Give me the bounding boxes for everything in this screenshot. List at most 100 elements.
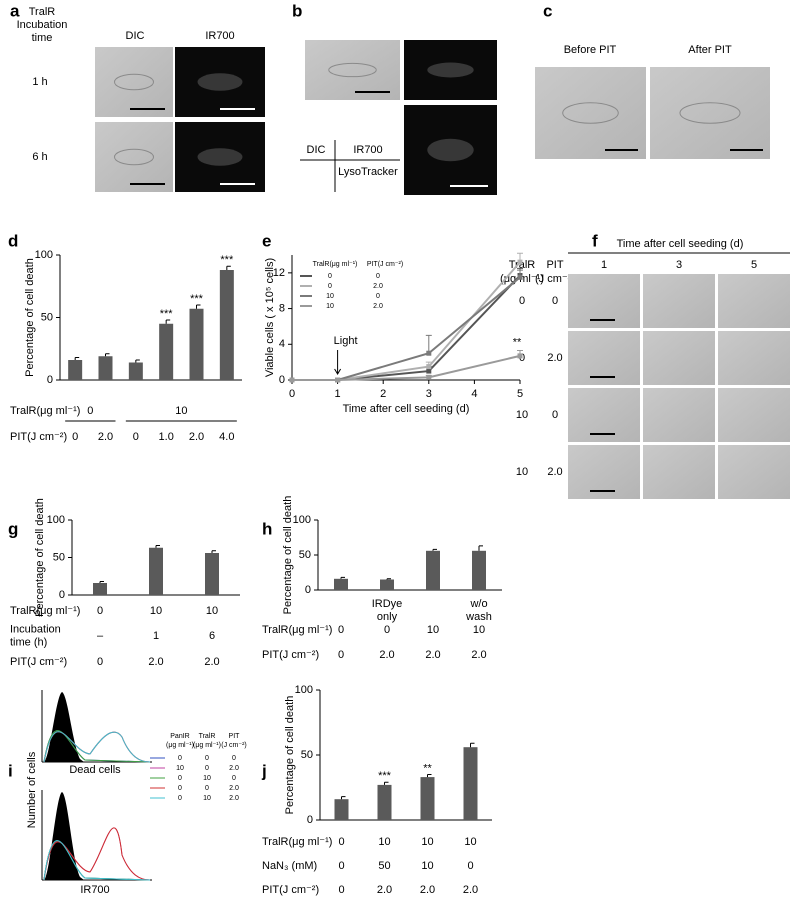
bar-note: only: [377, 611, 398, 623]
bar: [472, 550, 486, 590]
bar: [426, 550, 440, 590]
histogram-line: [43, 827, 151, 881]
condition-label: TralR(μg ml⁻¹): [262, 836, 332, 848]
axis-title: Number of cells: [26, 751, 38, 828]
x-tick-label: 2: [380, 388, 386, 400]
panel-label: c: [543, 1, 552, 20]
y-tick-label: 50: [299, 549, 311, 561]
condition-value: 0: [97, 605, 103, 617]
panel-label: g: [8, 519, 18, 538]
y-axis-title: Percentage of cell death: [24, 258, 36, 377]
microscopy-image: [718, 274, 790, 328]
panel-label: j: [261, 761, 267, 780]
column-header: DIC: [126, 30, 145, 42]
significance: ***: [220, 254, 234, 266]
condition-value: 2.0: [148, 656, 163, 668]
legend-value: 0: [376, 293, 380, 300]
key-text: IR700: [353, 144, 382, 156]
panel-label: a: [10, 1, 20, 20]
y-tick-label: 50: [53, 551, 65, 563]
bar: [149, 547, 163, 595]
panel-label: f: [592, 231, 598, 250]
condition-value: 2.0: [471, 649, 486, 661]
cell-signal: [427, 138, 474, 162]
bar: [219, 270, 234, 380]
condition-value: 6: [209, 630, 215, 642]
significance: ***: [378, 770, 392, 782]
condition-value: 10: [421, 860, 433, 872]
error-bar: [211, 550, 216, 553]
condition-label: PIT(J cm⁻²): [10, 656, 67, 668]
condition-value: 2.0: [189, 431, 204, 443]
row-header: (J cm⁻²): [535, 273, 575, 285]
x-tick-label: 5: [517, 388, 523, 400]
column-title: Time after cell seeding (d): [617, 238, 744, 250]
error-bar: [341, 796, 346, 800]
condition-value: 10: [150, 605, 162, 617]
cell: [114, 148, 154, 166]
legend-header: PIT(J cm⁻²): [367, 261, 403, 268]
y-tick-label: 50: [301, 749, 313, 761]
y-axis-title: Viable cells ( x 10⁵ cells): [264, 258, 276, 377]
legend-value: 10: [203, 795, 211, 802]
cell: [114, 73, 154, 91]
panel-label: d: [8, 231, 18, 250]
cell-signal: [427, 62, 474, 78]
bar: [68, 360, 83, 380]
y-tick-label: 4: [279, 338, 285, 350]
legend-value: 0: [205, 765, 209, 772]
axis-title: IR700: [80, 884, 109, 896]
legend-value: 0: [328, 273, 332, 280]
condition-label: PIT(J cm⁻²): [262, 884, 319, 896]
x-tick-label: 3: [426, 388, 432, 400]
error-bar: [99, 581, 104, 583]
condition-value: 0: [87, 405, 93, 417]
condition-value: 0: [97, 656, 103, 668]
error-bar: [165, 319, 171, 324]
condition-value: 10: [464, 836, 476, 848]
arrow: [334, 350, 342, 375]
y-tick-label: 100: [35, 249, 53, 261]
error-bar: [425, 361, 432, 367]
condition-value: 10: [206, 605, 218, 617]
y-tick-label: 0: [59, 589, 65, 601]
microscopy-image: [95, 122, 173, 192]
error-bar: [425, 334, 432, 354]
y-tick-label: 8: [279, 302, 285, 314]
condition-value: 0: [72, 431, 78, 443]
legend-value: 10: [176, 765, 184, 772]
legend-value: 10: [326, 303, 334, 310]
significance: **: [423, 762, 432, 774]
column-header: 5: [751, 259, 757, 271]
histogram-peak: [44, 792, 84, 880]
condition-value: 10: [421, 836, 433, 848]
legend-value: 10: [203, 775, 211, 782]
condition-value: 0: [338, 649, 344, 661]
y-tick-label: 0: [305, 584, 311, 596]
error-bar: [226, 265, 231, 270]
bar: [93, 583, 107, 595]
x-axis-title: Time after cell seeding (d): [343, 403, 470, 415]
condition-value: 0: [338, 884, 344, 896]
condition-value: 2.0: [377, 884, 392, 896]
error-bar: [517, 252, 523, 263]
bar: [189, 308, 204, 380]
y-tick-label: 50: [41, 311, 53, 323]
panel-label: i: [8, 761, 13, 780]
error-bar: [425, 375, 432, 378]
microscopy-image: [535, 67, 646, 159]
condition-value: 4.0: [219, 431, 234, 443]
y-tick-label: 100: [295, 684, 313, 696]
bar: [128, 362, 143, 380]
legend-header: TralR(μg ml⁻¹): [313, 261, 358, 268]
microscopy-image: [718, 331, 790, 385]
condition-label: TralR(μg ml⁻¹): [262, 624, 332, 636]
row-value: 0: [552, 295, 558, 307]
series-line: [292, 261, 521, 381]
microscopy-image: [643, 274, 715, 328]
microscopy-image: [305, 40, 400, 100]
legend-value: 0: [178, 785, 182, 792]
significance: **: [513, 336, 522, 348]
condition-value: 0: [467, 860, 473, 872]
key-text: LysoTracker: [338, 166, 398, 178]
